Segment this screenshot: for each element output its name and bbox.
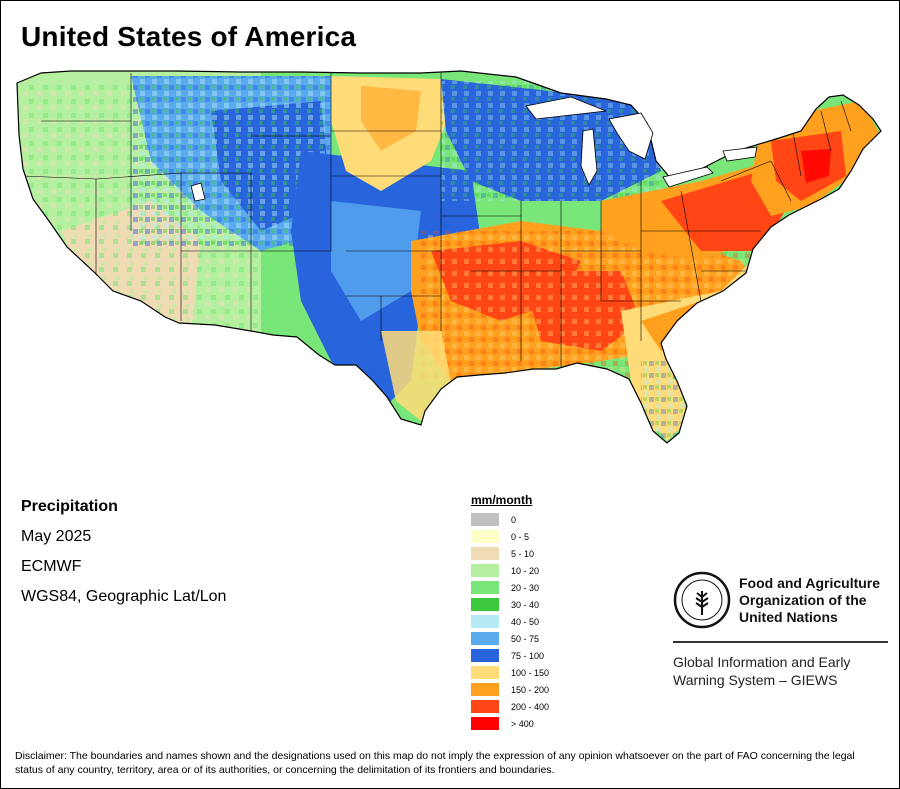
legend-title: mm/month <box>471 493 533 507</box>
legend-swatch <box>471 547 499 560</box>
legend-swatch <box>471 615 499 628</box>
legend-swatch <box>471 564 499 577</box>
legend-item: > 400 <box>471 715 549 732</box>
legend-label: 75 - 100 <box>511 650 545 661</box>
legend-item: 0 <box>471 511 549 528</box>
legend-label: 30 - 40 <box>511 599 540 610</box>
legend-swatch <box>471 632 499 645</box>
legend-swatch <box>471 598 499 611</box>
legend-item: 40 - 50 <box>471 613 549 630</box>
state-boundaries <box>22 73 852 371</box>
legend-label: 50 - 75 <box>511 633 540 644</box>
legend-swatch <box>471 700 499 713</box>
map-title: United States of America <box>21 21 357 52</box>
legend-swatch <box>471 717 499 730</box>
legend-item: 100 - 150 <box>471 664 549 681</box>
legend: mm/month 0 0 - 5 5 - 10 10 - 20 20 - 30 30 - … <box>471 493 549 732</box>
legend-label: 20 - 30 <box>511 582 540 593</box>
legend-item: 0 - 5 <box>471 528 549 545</box>
legend-swatch <box>471 581 499 594</box>
fao-logo-icon <box>673 571 731 629</box>
legend-item: 50 - 75 <box>471 630 549 647</box>
legend-swatch <box>471 530 499 543</box>
legend-swatch <box>471 666 499 679</box>
source-label: ECMWF <box>21 558 82 575</box>
legend-swatch <box>471 649 499 662</box>
legend-label: 5 - 10 <box>511 548 535 559</box>
legend-item: 10 - 20 <box>471 562 549 579</box>
precipitation-map <box>16 70 882 444</box>
precipitation-raster <box>17 71 881 443</box>
legend-item: 20 - 30 <box>471 579 549 596</box>
legend-item: 150 - 200 <box>471 681 549 698</box>
legend-label: 0 <box>511 514 517 525</box>
legend-label: 40 - 50 <box>511 616 540 627</box>
legend-item: 75 - 100 <box>471 647 549 664</box>
period-label: May 2025 <box>21 528 92 545</box>
disclaimer: Disclaimer: The boundaries and names sho… <box>15 750 855 776</box>
legend-label: > 400 <box>511 718 534 729</box>
great-lakes <box>190 96 758 202</box>
variable-label: Precipitation <box>21 498 118 515</box>
map-info: Precipitation May 2025 ECMWF WGS84, Geog… <box>21 497 226 617</box>
legend-label: 10 - 20 <box>511 565 540 576</box>
projection-label: WGS84, Geographic Lat/Lon <box>21 588 227 605</box>
fao-divider <box>673 641 888 643</box>
legend-label: 200 - 400 <box>511 701 550 712</box>
legend-label: 100 - 150 <box>511 667 550 678</box>
legend-item: 5 - 10 <box>471 545 549 562</box>
giews-label: Global Information and Early Warning Sys… <box>673 654 851 688</box>
legend-swatch <box>471 683 499 696</box>
legend-item: 30 - 40 <box>471 596 549 613</box>
legend-label: 150 - 200 <box>511 684 550 695</box>
fao-name: Food and Agriculture Organization of the… <box>739 575 881 625</box>
legend-rows: 0 0 - 5 5 - 10 10 - 20 20 - 30 30 - 40 40 - 50… <box>471 511 549 732</box>
legend-item: 200 - 400 <box>471 698 549 715</box>
legend-swatch <box>471 513 499 526</box>
legend-label: 0 - 5 <box>511 531 530 542</box>
